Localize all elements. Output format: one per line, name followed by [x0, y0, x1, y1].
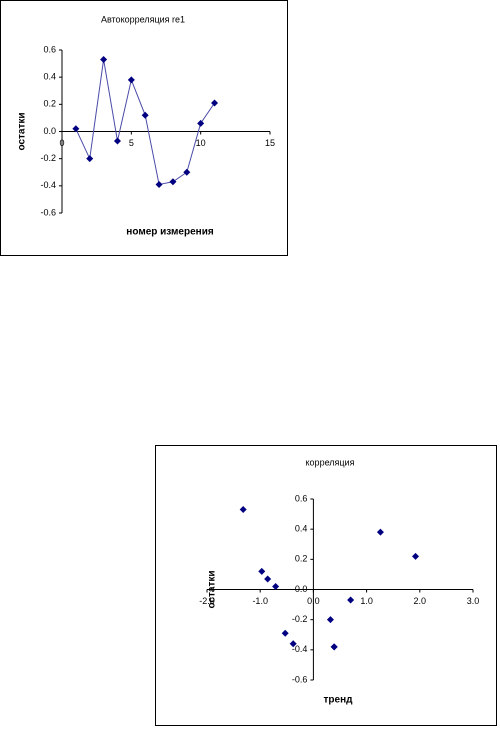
y-tick-label: -0.2 [292, 614, 308, 624]
point [412, 552, 420, 560]
chart-title: Автокорреляция re1 [101, 14, 185, 24]
y-tick-label: 0.6 [43, 44, 56, 54]
y-tick-label: 0.4 [295, 524, 308, 534]
point [183, 168, 191, 176]
point [258, 567, 266, 575]
x-tick-label: 2.0 [414, 596, 427, 606]
point [155, 180, 163, 188]
point [113, 137, 121, 145]
x-tick-label: 1.0 [360, 596, 373, 606]
y-tick-label: 0.0 [43, 126, 56, 136]
chart-title: корреляция [306, 457, 355, 467]
y-axis-label: остатки [17, 112, 28, 150]
x-tick-label: 15 [265, 138, 275, 148]
y-tick-label: 0.2 [295, 554, 308, 564]
x-tick-label: -1.0 [252, 596, 268, 606]
x-tick-label: 5 [129, 138, 134, 148]
y-tick-label: -0.4 [292, 644, 308, 654]
y-tick-label: 0.2 [43, 99, 56, 109]
x-axis-label: тренд [324, 695, 354, 706]
point [239, 506, 247, 514]
y-tick-label: 0.4 [43, 72, 56, 82]
y-tick-label: 0.6 [295, 493, 308, 503]
point [197, 119, 205, 127]
point [127, 76, 135, 84]
point [72, 125, 80, 133]
y-tick-label: -0.6 [40, 207, 56, 217]
point [330, 643, 338, 651]
y-tick-label: -0.6 [292, 674, 308, 684]
point [289, 640, 297, 648]
x-tick-label: -2.0 [199, 596, 215, 606]
y-tick-label: -0.2 [40, 153, 56, 163]
point [141, 111, 149, 119]
point [347, 596, 355, 604]
point [169, 178, 177, 186]
point [272, 582, 280, 590]
x-tick-label: 0.0 [307, 596, 320, 606]
point [281, 629, 289, 637]
y-tick-label: -0.4 [40, 180, 56, 190]
point [264, 575, 272, 583]
point [211, 99, 219, 107]
chart-frame [0, 0, 288, 256]
x-tick-label: 3.0 [467, 596, 480, 606]
point [326, 616, 334, 624]
point [86, 155, 94, 163]
point [376, 528, 384, 536]
point [100, 56, 108, 64]
x-axis-label: номер измерения [126, 227, 214, 238]
x-tick-label: 0 [59, 138, 64, 148]
chart-frame [155, 445, 497, 726]
x-tick-label: 10 [196, 138, 206, 148]
y-tick-label: 0.0 [295, 584, 308, 594]
